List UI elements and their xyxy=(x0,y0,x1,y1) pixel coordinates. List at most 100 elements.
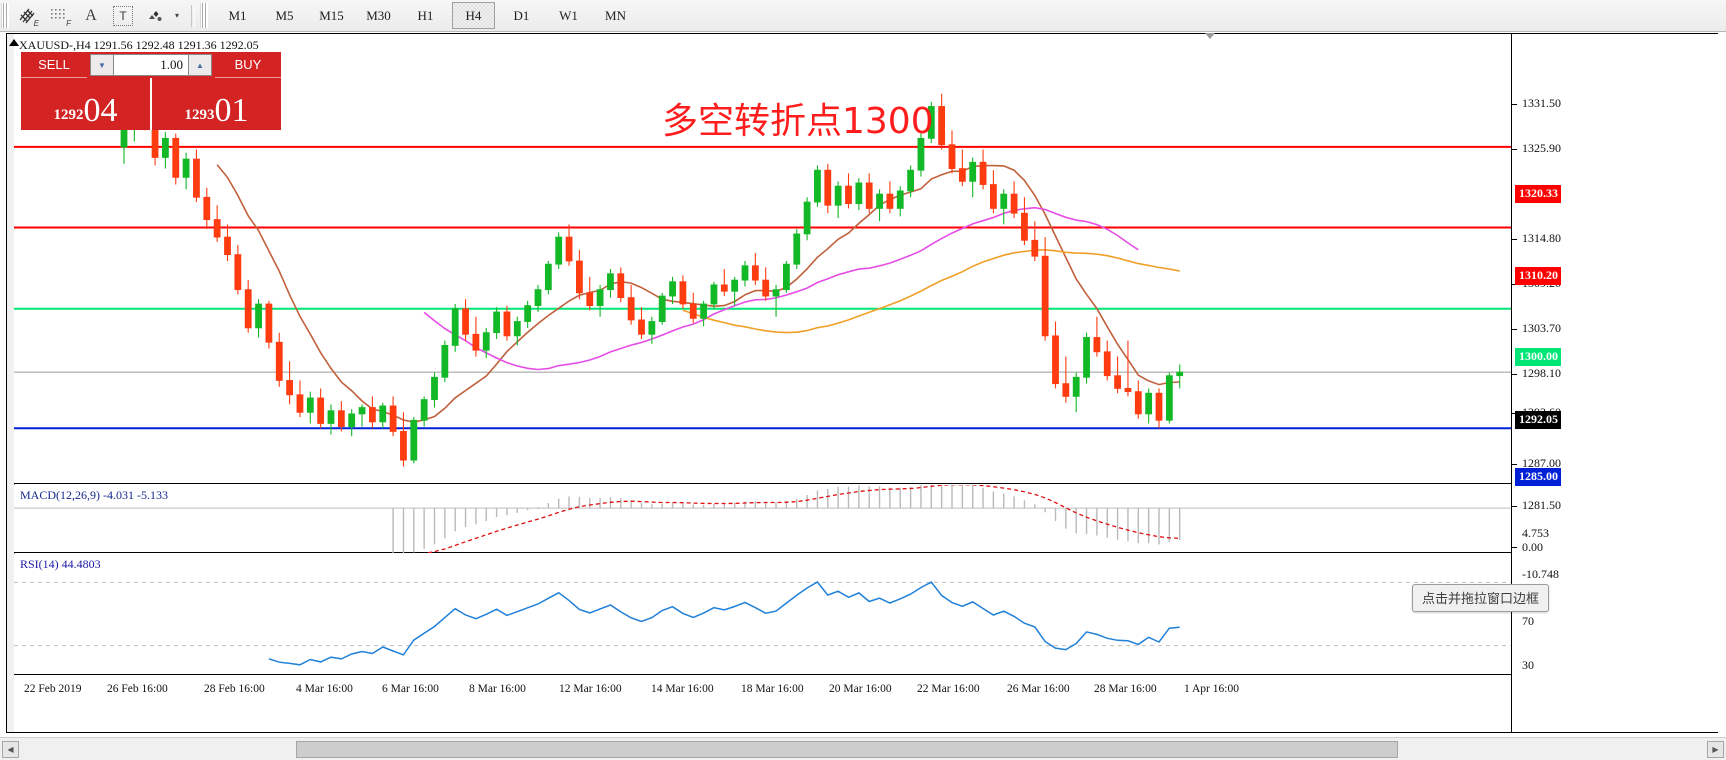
indicators-grid-icon[interactable]: F xyxy=(44,3,74,29)
price-tick xyxy=(1512,239,1517,240)
scrollbar-thumb[interactable] xyxy=(296,741,1398,758)
time-tick-label-4: 6 Mar 16:00 xyxy=(382,683,439,695)
macd-tick-label-2: -10.748 xyxy=(1522,567,1559,581)
shapes-glyph xyxy=(149,10,162,21)
timeframe-bar: M1 M5 M15 M30 H1 H4 D1 W1 MN xyxy=(214,2,639,29)
letter-a-glyph: A xyxy=(85,6,97,24)
chevron-down-icon: ▾ xyxy=(174,11,179,20)
price-highlight-1285.00: 1285.00 xyxy=(1515,468,1561,486)
rsi-tick-label-70: 70 xyxy=(1522,614,1534,628)
grid-glyph xyxy=(51,8,65,19)
volume-increase-button[interactable]: ▲ xyxy=(188,54,212,76)
price-highlight-1310.20: 1310.20 xyxy=(1515,267,1561,285)
objects-dropdown-caret[interactable]: ▾ xyxy=(172,3,186,29)
price-tick xyxy=(1512,506,1517,507)
price-tick-label-1314.80: 1314.80 xyxy=(1522,231,1561,245)
sell-button[interactable]: SELL xyxy=(21,52,87,78)
expert-advisors-sub: E xyxy=(33,18,39,28)
price-pane[interactable] xyxy=(14,34,1511,484)
price-tick-label-1331.50: 1331.50 xyxy=(1522,96,1561,110)
timeframe-h4[interactable]: H4 xyxy=(452,2,495,29)
rsi-pane[interactable]: RSI(14) 44.4803 xyxy=(14,554,1511,674)
drag-window-border-tooltip: 点击并拖拉窗口边框 xyxy=(1412,584,1550,612)
objects-menu-icon[interactable] xyxy=(140,3,170,29)
price-tick xyxy=(1512,374,1517,375)
volume-stepper[interactable]: ▼ 1.00 ▲ xyxy=(87,52,215,78)
time-tick-label-8: 18 Mar 16:00 xyxy=(741,683,804,695)
timeframe-m15[interactable]: M15 xyxy=(319,7,344,23)
volume-decrease-button[interactable]: ▼ xyxy=(90,54,114,76)
macd-tick-label-0: 4.753 xyxy=(1522,526,1549,540)
toolbar-separator xyxy=(191,4,195,27)
timeframe-m30[interactable]: M30 xyxy=(366,7,391,23)
price-axis[interactable]: 1331.501325.901314.801309.201303.701298.… xyxy=(1511,34,1718,732)
buy-price[interactable]: 1293 01 xyxy=(150,78,281,130)
timeframe-m5[interactable]: M5 xyxy=(275,7,294,23)
time-tick-label-13: 1 Apr 16:00 xyxy=(1184,683,1239,695)
macd-tick xyxy=(1512,547,1517,548)
timeframe-h1[interactable]: H1 xyxy=(417,7,434,23)
expert-advisors-icon[interactable]: E xyxy=(12,3,42,29)
buy-price-decimal: 01 xyxy=(214,92,249,129)
price-tick-label-1303.70: 1303.70 xyxy=(1522,321,1561,335)
time-tick-label-3: 4 Mar 16:00 xyxy=(296,683,353,695)
macd-canvas xyxy=(14,485,1511,553)
sell-price-integer: 1292 xyxy=(53,107,84,123)
time-tick-label-12: 28 Mar 16:00 xyxy=(1094,683,1157,695)
price-tick xyxy=(1512,284,1517,285)
timeframe-d1[interactable]: D1 xyxy=(513,7,530,23)
timeframe-m1[interactable]: M1 xyxy=(228,7,247,23)
buy-price-integer: 1293 xyxy=(184,107,215,123)
scroll-left-arrow-icon[interactable]: ◀ xyxy=(2,741,19,758)
time-tick-label-5: 8 Mar 16:00 xyxy=(469,683,526,695)
expert-advisors-glyph xyxy=(19,8,35,23)
dotted-box-glyph: T xyxy=(113,5,133,26)
price-tick-label-1281.50: 1281.50 xyxy=(1522,498,1561,512)
chart-symbol-ohlc-label: XAUUSD-,H4 1291.56 1292.48 1291.36 1292.… xyxy=(19,38,259,52)
sell-price-decimal: 04 xyxy=(83,92,118,129)
price-highlight-1320.33: 1320.33 xyxy=(1515,185,1561,203)
sell-price[interactable]: 1292 04 xyxy=(21,78,150,130)
price-tick-label-1325.90: 1325.90 xyxy=(1522,141,1561,155)
rsi-canvas xyxy=(14,581,1511,666)
price-tick xyxy=(1512,329,1517,330)
timeframe-w1[interactable]: W1 xyxy=(559,7,578,23)
macd-pane[interactable]: MACD(12,26,9) -4.031 -5.133 xyxy=(14,485,1511,553)
buy-button[interactable]: BUY xyxy=(215,52,281,78)
timeframe-mn[interactable]: MN xyxy=(605,7,626,23)
one-click-trading-panel[interactable]: SELL ▼ 1.00 ▲ BUY 1292 04 1293 01 xyxy=(21,52,281,130)
rsi-tick-label-30: 30 xyxy=(1522,658,1534,672)
one-click-header: SELL ▼ 1.00 ▲ BUY xyxy=(21,52,281,78)
time-tick-label-7: 14 Mar 16:00 xyxy=(651,683,714,695)
indicators-sub: F xyxy=(66,18,71,28)
price-tick xyxy=(1512,149,1517,150)
price-tick xyxy=(1512,464,1517,465)
time-tick-label-11: 26 Mar 16:00 xyxy=(1007,683,1070,695)
price-highlight-1300.00: 1300.00 xyxy=(1515,348,1561,366)
volume-input[interactable]: 1.00 xyxy=(114,54,188,76)
price-tick-label-1287.00: 1287.00 xyxy=(1522,456,1561,470)
one-click-prices: 1292 04 1293 01 xyxy=(21,78,281,130)
horizontal-scrollbar[interactable]: ◀ ▶ xyxy=(0,737,1726,760)
price-tick-label-1298.10: 1298.10 xyxy=(1522,366,1561,380)
time-tick-label-0: 22 Feb 2019 xyxy=(24,683,82,695)
main-toolbar: E F A T ▾ M1 M5 M15 M30 H1 H4 D1 W1 xyxy=(0,0,1726,32)
chart-top-marker xyxy=(1205,33,1215,39)
rsi-label: RSI(14) 44.4803 xyxy=(20,557,101,571)
time-tick-label-10: 22 Mar 16:00 xyxy=(917,683,980,695)
text-label-icon[interactable]: A xyxy=(76,3,106,29)
price-tick xyxy=(1512,413,1517,414)
chart-window[interactable]: XAUUSD-,H4 1291.56 1292.48 1291.36 1292.… xyxy=(6,33,1718,733)
chart-annotation-text: 多空转折点1300 xyxy=(662,101,934,142)
time-tick-label-6: 12 Mar 16:00 xyxy=(559,683,622,695)
chart-symbol-arrow-icon xyxy=(9,39,19,46)
text-box-icon[interactable]: T xyxy=(108,3,138,29)
time-tick-label-1: 26 Feb 16:00 xyxy=(107,683,168,695)
time-axis[interactable]: 22 Feb 2019 26 Feb 16:00 28 Feb 16:00 4 Mar… xyxy=(14,674,1511,732)
toolbar-drag-grip[interactable] xyxy=(1,3,9,28)
macd-tick-label-1: 0.00 xyxy=(1522,540,1543,554)
price-chart-canvas xyxy=(14,85,1511,467)
scroll-right-arrow-icon[interactable]: ▶ xyxy=(1707,741,1724,758)
macd-label: MACD(12,26,9) -4.031 -5.133 xyxy=(20,488,168,502)
timeframe-drag-grip[interactable] xyxy=(200,3,208,28)
